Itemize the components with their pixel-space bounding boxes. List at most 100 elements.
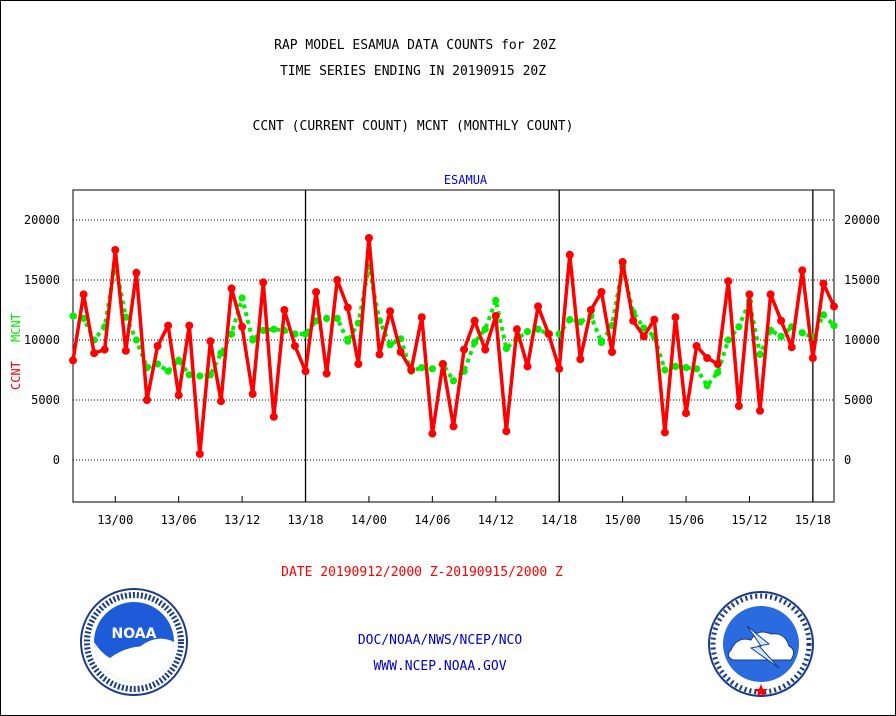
y-tick-label-right: 20000 (844, 213, 880, 227)
mcnt-point (724, 336, 732, 344)
y-tick-label-right: 5000 (844, 393, 873, 407)
ccnt-point (121, 346, 130, 355)
ccnt-point (830, 302, 838, 311)
ccnt-point (185, 321, 194, 330)
svg-text:NOAA: NOAA (112, 626, 157, 642)
ccnt-point (174, 391, 183, 400)
mcnt-point (196, 372, 204, 380)
x-tick-label: 14/12 (478, 513, 514, 527)
footer-url[interactable]: WWW.NCEP.NOAA.GOV (373, 659, 507, 674)
ccnt-point (79, 290, 88, 299)
x-tick-label: 15/12 (731, 513, 767, 527)
mcnt-point (492, 296, 500, 304)
mcnt-point (344, 337, 352, 345)
mcnt-point (418, 364, 426, 372)
ccnt-point (449, 422, 458, 431)
mcnt-point (449, 377, 458, 385)
ccnt-point (586, 306, 595, 314)
mcnt-point (576, 318, 584, 326)
footer-org: DOC/NOAA/NWS/NCEP/NCO (357, 633, 523, 648)
mcnt-point (534, 325, 542, 333)
x-tick-label: 15/06 (668, 513, 704, 527)
ccnt-point (375, 350, 384, 359)
ccnt-point (417, 313, 426, 322)
plot-frame (72, 189, 835, 503)
y-tick-label-right: 0 (844, 453, 851, 467)
ccnt-point (671, 313, 680, 322)
ccnt-point (142, 396, 151, 404)
mcnt-point (132, 336, 141, 344)
ccnt-point (343, 303, 352, 312)
mcnt-point (471, 338, 479, 346)
ccnt-point (269, 412, 278, 421)
ccnt-point (629, 316, 638, 325)
mcnt-point (249, 336, 257, 344)
ccnt-point (470, 316, 479, 325)
ccnt-point (364, 234, 373, 242)
ccnt-point (206, 337, 215, 346)
mcnt-point (185, 371, 193, 379)
mcnt-point (566, 316, 574, 324)
x-tick-label: 14/18 (541, 513, 577, 527)
ccnt-point (69, 356, 77, 365)
ccnt-point (438, 360, 447, 368)
mcnt-point (259, 326, 267, 334)
mcnt-point (798, 329, 806, 337)
ccnt-point (280, 306, 289, 314)
ccnt-point (227, 284, 236, 293)
y-tick-label-left: 10000 (24, 333, 60, 347)
y-tick-label-left: 15000 (24, 273, 60, 287)
ccnt-point (502, 427, 511, 436)
ccnt-point (396, 348, 405, 356)
ccnt-point (491, 312, 500, 320)
mcnt-point (270, 325, 278, 333)
mcnt-point (819, 311, 828, 319)
ccnt-point (248, 390, 257, 398)
mcnt-point (756, 350, 764, 358)
ccnt-point (460, 345, 469, 354)
ccnt-point (565, 250, 574, 259)
x-tick-label: 13/00 (97, 513, 133, 527)
y-tick-label-left: 0 (53, 453, 60, 467)
ccnt-point (132, 268, 141, 277)
ccnt-point (819, 279, 828, 288)
ccnt-point (195, 450, 204, 458)
x-tick-label: 13/12 (224, 513, 260, 527)
chart-title-line2: TIME SERIES ENDING IN 20190915 20Z (279, 64, 547, 79)
y-tick-label-right: 10000 (844, 333, 880, 347)
ccnt-point (713, 360, 722, 368)
mcnt-point (830, 322, 838, 330)
chart-subtitle: CCNT (CURRENT COUNT) MCNT (MONTHLY COUNT… (252, 119, 574, 134)
ccnt-series (69, 234, 838, 458)
ccnt-line (71, 236, 836, 456)
mcnt-point (661, 366, 669, 374)
ccnt-point (322, 369, 331, 378)
mcnt-point (777, 332, 785, 340)
ccnt-point (312, 288, 321, 296)
mcnt-point (682, 364, 690, 372)
mcnt-point (597, 338, 606, 346)
mcnt-point (428, 365, 436, 373)
ccnt-point (692, 342, 701, 350)
ccnt-point (777, 316, 786, 325)
ccnt-point (354, 360, 363, 368)
x-tick-label: 13/06 (161, 513, 197, 527)
x-tick-label: 15/00 (605, 513, 641, 527)
ccnt-point (386, 307, 395, 316)
mcnt-point (227, 330, 236, 338)
ccnt-point (153, 342, 162, 350)
ccnt-point (618, 258, 627, 266)
ccnt-point (608, 348, 617, 356)
ccnt-point (523, 362, 532, 371)
ccnt-point (333, 276, 342, 284)
x-tick-label: 15/18 (795, 513, 831, 527)
mcnt-point (217, 349, 225, 357)
mcnt-point (333, 314, 341, 322)
x-tick-label: 14/06 (414, 513, 450, 527)
ccnt-point (290, 342, 299, 350)
mcnt-point (703, 382, 711, 390)
station-label: ESAMUA (444, 173, 488, 187)
ccnt-point (301, 367, 310, 376)
chart-title-line1: RAP MODEL ESAMUA DATA COUNTS for 20Z (274, 38, 556, 53)
